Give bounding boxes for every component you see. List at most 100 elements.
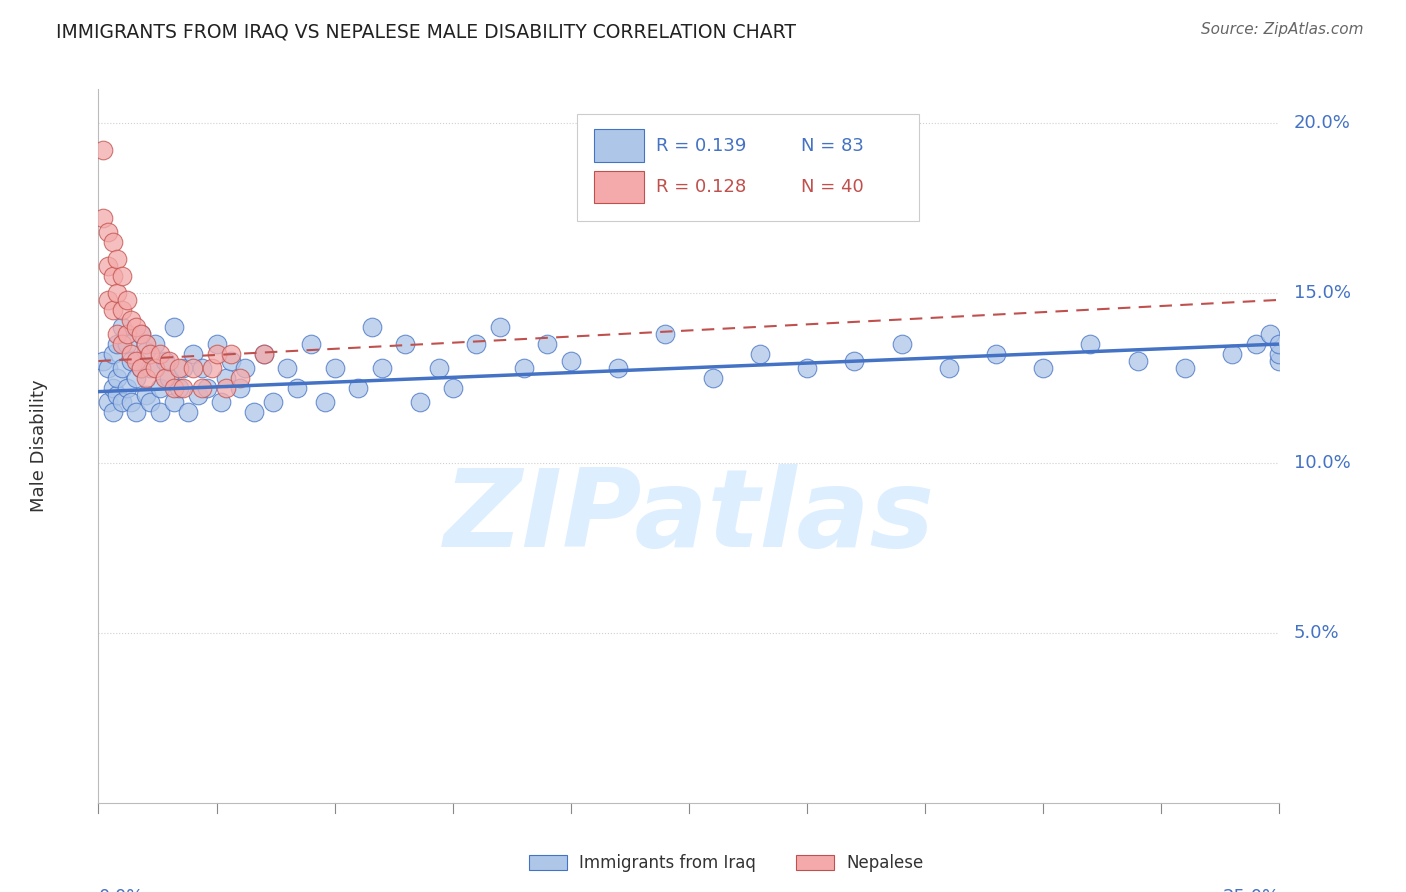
Point <box>153 371 176 385</box>
Point <box>1268 347 1291 361</box>
Text: Nepalese: Nepalese <box>846 854 924 871</box>
Point <box>135 371 157 385</box>
Point <box>844 354 866 368</box>
Point <box>111 320 134 334</box>
Point <box>149 405 172 419</box>
Point <box>489 320 512 334</box>
Point <box>512 360 534 375</box>
Point <box>465 337 488 351</box>
Point <box>111 394 134 409</box>
Point <box>157 354 180 368</box>
Point <box>560 354 582 368</box>
Point <box>215 381 238 395</box>
Point <box>115 337 138 351</box>
Point <box>125 371 148 385</box>
Point <box>205 347 228 361</box>
Point <box>135 343 157 358</box>
Point <box>1244 337 1267 351</box>
Text: Immigrants from Iraq: Immigrants from Iraq <box>579 854 756 871</box>
Point <box>101 347 124 361</box>
Point <box>607 360 630 375</box>
Point <box>262 394 284 409</box>
Point <box>101 269 124 284</box>
Point <box>115 326 138 341</box>
Point <box>149 381 172 395</box>
Point <box>149 347 172 361</box>
FancyBboxPatch shape <box>595 170 644 203</box>
Text: 15.0%: 15.0% <box>1294 284 1351 302</box>
Point <box>209 394 232 409</box>
Point <box>195 381 218 395</box>
Point <box>115 293 138 307</box>
Point <box>91 354 114 368</box>
Point <box>394 337 416 351</box>
Point <box>233 360 256 375</box>
Point <box>111 360 134 375</box>
Point <box>748 347 770 361</box>
Point <box>276 360 298 375</box>
Point <box>361 320 384 334</box>
Text: N = 83: N = 83 <box>801 136 865 154</box>
Point <box>984 347 1007 361</box>
Point <box>97 259 120 273</box>
Point <box>135 388 157 402</box>
Text: 25.0%: 25.0% <box>1222 888 1279 892</box>
Point <box>97 225 120 239</box>
Text: R = 0.139: R = 0.139 <box>655 136 747 154</box>
Point <box>1032 360 1054 375</box>
Text: R = 0.128: R = 0.128 <box>655 178 747 196</box>
Point <box>243 405 266 419</box>
Point <box>163 381 186 395</box>
Point <box>125 354 148 368</box>
Text: Male Disability: Male Disability <box>31 380 48 512</box>
Point <box>125 405 148 419</box>
Point <box>101 235 124 249</box>
Point <box>299 337 322 351</box>
Point <box>135 337 157 351</box>
Point <box>205 337 228 351</box>
Point <box>201 360 224 375</box>
Point <box>139 360 162 375</box>
Point <box>441 381 464 395</box>
Text: Source: ZipAtlas.com: Source: ZipAtlas.com <box>1201 22 1364 37</box>
Point <box>167 381 190 395</box>
Point <box>1268 337 1291 351</box>
Text: ZIPatlas: ZIPatlas <box>443 465 935 570</box>
Point <box>111 303 134 318</box>
Point <box>371 360 394 375</box>
Text: 20.0%: 20.0% <box>1294 114 1351 132</box>
Point <box>181 347 204 361</box>
Point <box>157 371 180 385</box>
Point <box>115 381 138 395</box>
Point <box>139 394 162 409</box>
Point <box>105 252 128 266</box>
Point <box>1220 347 1243 361</box>
Point <box>163 320 186 334</box>
Point <box>314 394 336 409</box>
Point <box>427 360 450 375</box>
Point <box>1126 354 1149 368</box>
FancyBboxPatch shape <box>576 114 920 221</box>
Point <box>129 360 152 375</box>
Point <box>97 360 120 375</box>
Text: N = 40: N = 40 <box>801 178 863 196</box>
Point <box>408 394 430 409</box>
Point <box>191 381 214 395</box>
Point <box>172 360 194 375</box>
Point <box>1258 326 1281 341</box>
FancyBboxPatch shape <box>595 129 644 162</box>
Text: 0.0%: 0.0% <box>98 888 143 892</box>
Point <box>702 371 724 385</box>
Text: IMMIGRANTS FROM IRAQ VS NEPALESE MALE DISABILITY CORRELATION CHART: IMMIGRANTS FROM IRAQ VS NEPALESE MALE DI… <box>56 22 796 41</box>
Point <box>253 347 276 361</box>
Point <box>91 144 114 158</box>
Point <box>101 381 124 395</box>
Point <box>536 337 558 351</box>
Point <box>101 303 124 318</box>
Point <box>111 269 134 284</box>
Point <box>129 326 152 341</box>
Point <box>91 211 114 226</box>
Bar <box>796 855 835 871</box>
Point <box>121 313 143 327</box>
Point <box>191 360 214 375</box>
